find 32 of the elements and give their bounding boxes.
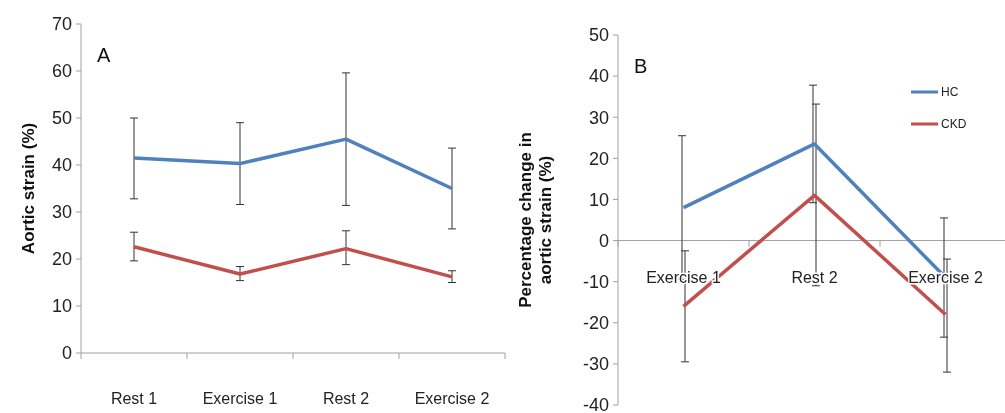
y-tick-label: 40: [588, 66, 609, 87]
y-tick-label: -30: [582, 354, 609, 375]
x-tick-label: Rest 2: [791, 269, 838, 287]
y-tick-label: 30: [588, 107, 609, 128]
y-tick-label: 50: [588, 25, 609, 46]
x-tick-label: Exercise 1: [202, 389, 278, 407]
y-tick-label: -20: [582, 313, 609, 334]
y-tick-label: 50: [51, 108, 72, 129]
text: A: [97, 44, 111, 66]
x-tick-label: Rest 1: [110, 389, 158, 407]
y-axis-title: Percentage change in aortic strain (%): [515, 132, 556, 308]
y-tick-label: 70: [51, 14, 72, 35]
legend-label: HC: [941, 85, 959, 100]
y-tick-label: 10: [588, 189, 609, 210]
legend-label: CKD: [941, 117, 967, 132]
text: B: [634, 55, 648, 77]
y-tick-label: 40: [51, 155, 72, 176]
y-tick-label: 0: [598, 230, 609, 251]
line-series: [132, 137, 454, 191]
y-axis-title: Aortic strain (%): [18, 122, 38, 255]
x-tick-label: Exercise 2: [908, 269, 983, 287]
y-tick-label: -40: [582, 395, 609, 413]
y-tick-label: 60: [51, 61, 72, 82]
y-tick-label: 30: [51, 202, 72, 223]
y-tick-label: 20: [51, 249, 72, 270]
y-tick-label: 20: [588, 148, 609, 169]
line-series: [132, 245, 454, 279]
y-tick-label: 0: [61, 343, 72, 364]
y-tick-label: 10: [51, 296, 72, 317]
y-tick-label: -10: [582, 271, 609, 292]
x-tick-label: Rest 2: [322, 389, 370, 407]
x-tick-label: Exercise 2: [414, 389, 490, 407]
